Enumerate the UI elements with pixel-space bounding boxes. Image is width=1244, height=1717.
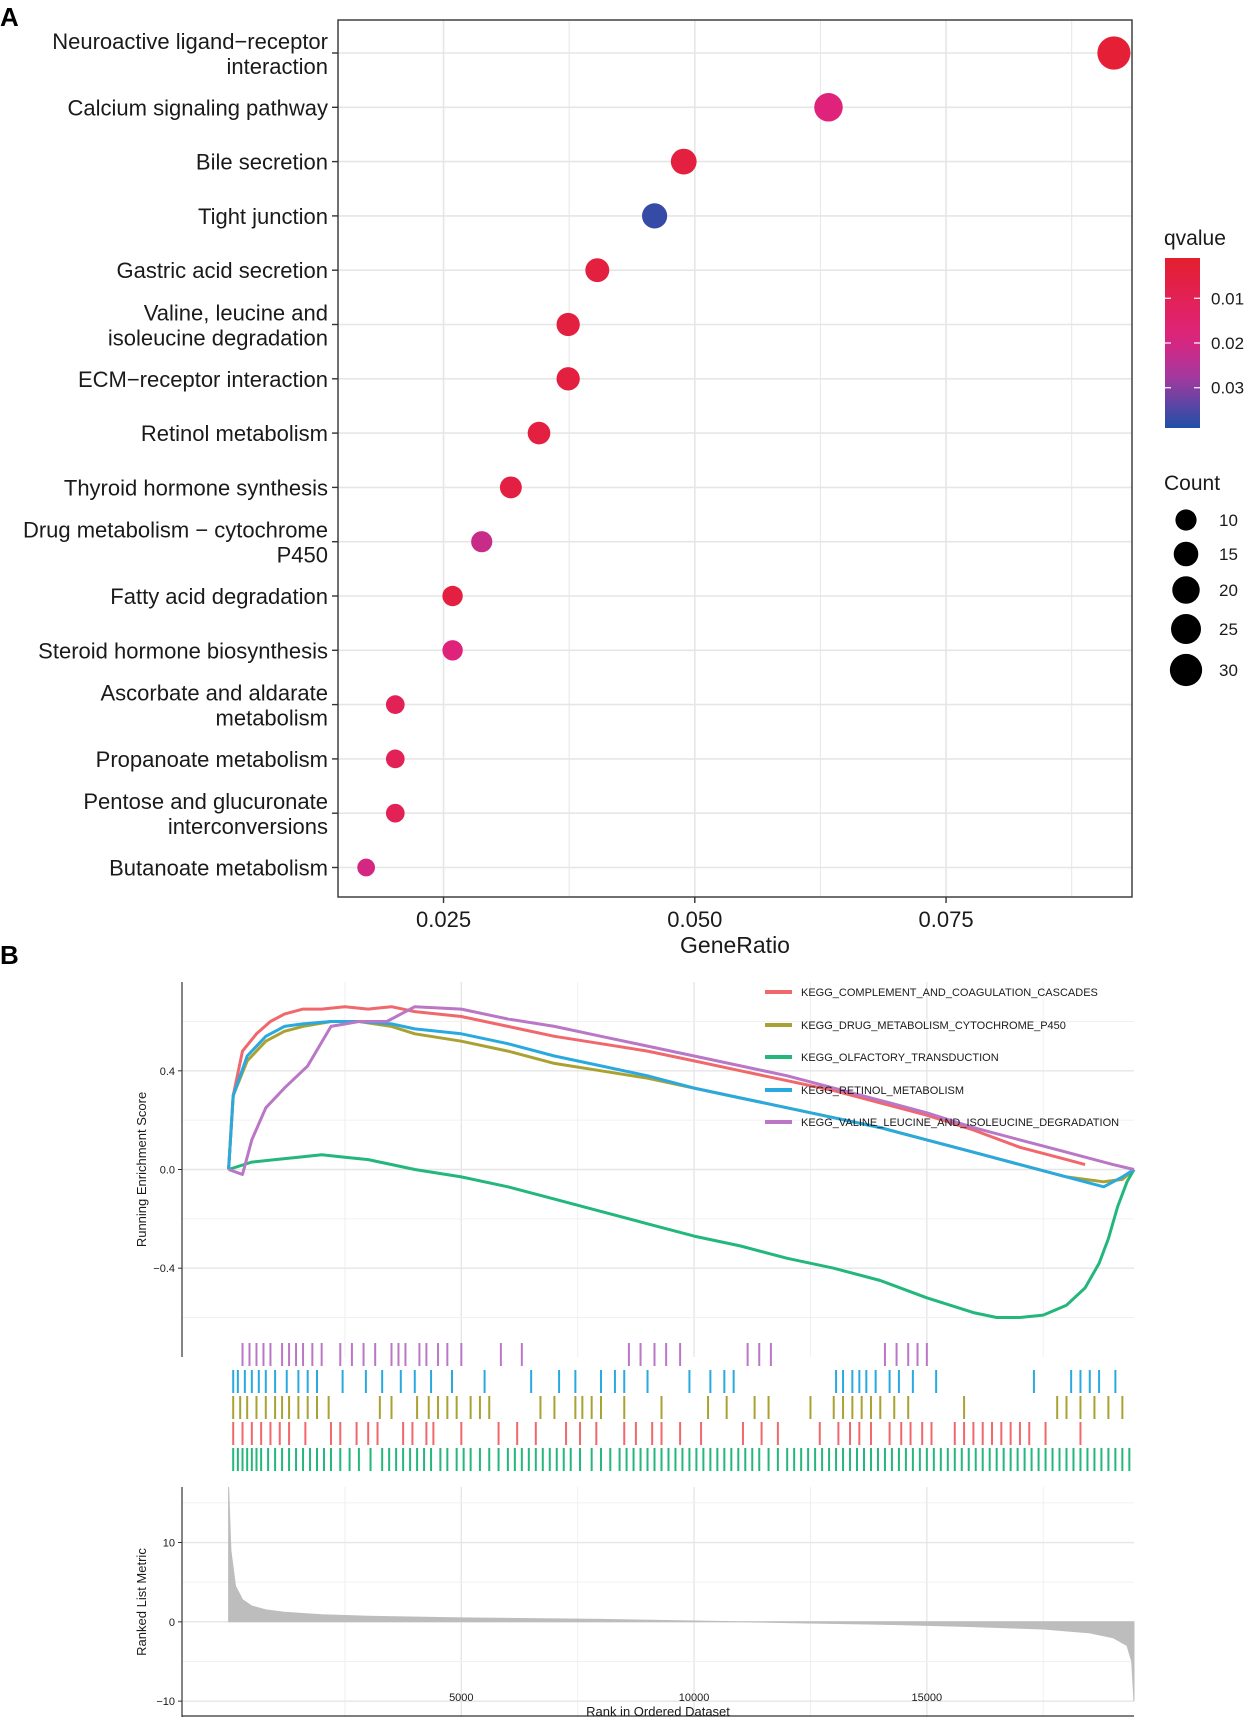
panel-a-label: A xyxy=(0,2,19,32)
legend-label: KEGG_RETINOL_METABOLISM xyxy=(801,1085,964,1097)
legend-size-label: 10 xyxy=(1219,511,1238,530)
data-point xyxy=(357,858,376,877)
legend-size-label: 25 xyxy=(1219,620,1238,639)
legend-label: KEGG_VALINE_LEUCINE_AND_ISOLEUCINE_DEGRA… xyxy=(801,1117,1119,1129)
colorbar-label: 0.01 xyxy=(1211,289,1244,308)
legend-size-dot xyxy=(1172,576,1200,604)
category-label: Drug metabolism − cytochrome xyxy=(23,518,328,543)
category-label: Propanoate metabolism xyxy=(96,747,328,772)
y-tick-label: 0.0 xyxy=(160,1165,175,1177)
x-tick-label: 0.050 xyxy=(667,907,722,932)
category-label: Fatty acid degradation xyxy=(110,584,328,609)
legend-size-dot xyxy=(1171,614,1201,644)
data-point xyxy=(442,640,463,661)
x-tick-label: 0.025 xyxy=(416,907,471,932)
es-curve-series-4 xyxy=(228,1005,1135,1176)
legend-size-label: 15 xyxy=(1219,545,1238,564)
category-label: interconversions xyxy=(168,814,328,839)
category-label: Tight junction xyxy=(198,204,328,229)
data-point xyxy=(527,421,551,445)
category-label: Calcium signaling pathway xyxy=(68,95,328,120)
x-tick-label: 10000 xyxy=(679,1692,710,1704)
plot-a-background xyxy=(338,20,1132,897)
panel-b-label: B xyxy=(0,940,19,970)
legend-size-dot xyxy=(1175,509,1197,531)
data-point xyxy=(556,312,580,337)
category-label: P450 xyxy=(277,543,328,568)
colorbar-label: 0.03 xyxy=(1211,379,1244,398)
category-label: Thyroid hormone synthesis xyxy=(64,475,328,500)
ranked-metric-area xyxy=(228,1486,1135,1702)
data-point xyxy=(814,93,843,122)
y-tick-label: 10 xyxy=(163,1538,175,1550)
category-label: Gastric acid secretion xyxy=(116,258,328,283)
legend-size-label: 20 xyxy=(1219,581,1238,600)
legend-size-label: 30 xyxy=(1219,661,1238,680)
category-label: Retinol metabolism xyxy=(141,421,328,446)
legend-color-title: qvalue xyxy=(1164,227,1226,250)
data-point xyxy=(471,531,493,553)
category-label: isoleucine degradation xyxy=(108,326,328,351)
data-point xyxy=(585,258,610,283)
y-tick-label: −0.4 xyxy=(153,1263,175,1275)
category-label: Ascorbate and aldarate xyxy=(101,681,329,706)
x-tick-label: 15000 xyxy=(912,1692,943,1704)
legend-label: KEGG_OLFACTORY_TRANSDUCTION xyxy=(801,1052,999,1064)
y-tick-label: 0.4 xyxy=(160,1066,175,1078)
category-label: Steroid hormone biosynthesis xyxy=(38,638,328,663)
x-tick-label: 0.075 xyxy=(919,907,974,932)
colorbar-label: 0.02 xyxy=(1211,334,1244,353)
data-point xyxy=(499,476,522,499)
category-label: Butanoate metabolism xyxy=(109,856,328,881)
data-point xyxy=(385,803,405,823)
category-label: interaction xyxy=(226,54,328,79)
data-point xyxy=(385,749,405,769)
data-point xyxy=(556,367,580,391)
x-axis-title: Rank in Ordered Dataset xyxy=(586,1704,730,1717)
category-label: Neuroactive ligand−receptor xyxy=(52,29,328,54)
category-label: Pentose and glucuronate xyxy=(83,789,328,814)
data-point xyxy=(670,148,697,175)
legend-size-dot xyxy=(1169,653,1203,687)
data-point xyxy=(442,585,463,607)
plot-a-border xyxy=(337,19,1133,898)
es-curve-series-2 xyxy=(228,1153,1136,1319)
category-label: ECM−receptor interaction xyxy=(78,367,328,392)
data-point xyxy=(641,203,668,229)
y-tick-label: −10 xyxy=(156,1696,175,1708)
category-label: metabolism xyxy=(216,706,328,731)
data-point xyxy=(1097,36,1131,70)
legend-size-dot xyxy=(1173,541,1199,567)
legend-size-title: Count xyxy=(1164,472,1220,495)
y-axis-title: Running Enrichment Score xyxy=(134,1092,149,1247)
panel-b-gsea-plot: −0.4 0.0 0.4 Running Enrichment Score KEGG_C… xyxy=(134,982,1136,1717)
x-axis-title: GeneRatio xyxy=(680,932,790,958)
data-point xyxy=(385,695,405,714)
es-curve-series-3 xyxy=(227,1020,1135,1189)
category-label: Bile secretion xyxy=(196,150,328,175)
category-label: Valine, leucine and xyxy=(144,301,328,326)
y-tick-label: 0 xyxy=(169,1617,175,1629)
legend-label: KEGG_COMPLEMENT_AND_COAGULATION_CASCADES xyxy=(801,987,1098,999)
es-curve-series-0 xyxy=(227,1005,1086,1170)
y-axis-title-metric: Ranked List Metric xyxy=(134,1548,149,1656)
legend-label: KEGG_DRUG_METABOLISM_CYTOCHROME_P450 xyxy=(801,1020,1066,1032)
x-tick-label: 5000 xyxy=(449,1692,473,1704)
